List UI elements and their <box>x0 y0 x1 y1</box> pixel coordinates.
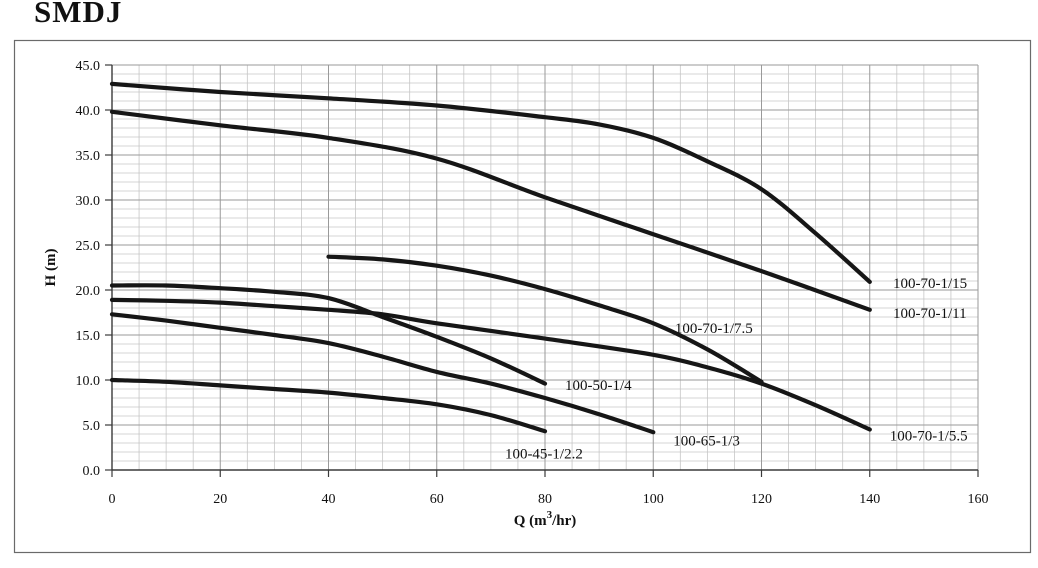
curve-100-70-1-5-5 <box>109 297 872 432</box>
x-tick-label: 20 <box>213 492 227 507</box>
x-tick-label: 100 <box>643 492 664 507</box>
x-tick-label: 160 <box>968 492 989 507</box>
curve-labels: 100-70-1/15 100-70-1/11 100-70-1/7.5 100-70… <box>505 276 968 462</box>
curve-label-100-70-1-15: 100-70-1/15 <box>893 276 967 292</box>
curve-label-100-70-1-11: 100-70-1/11 <box>893 306 967 322</box>
curve-100-70-1-11 <box>109 109 872 312</box>
x-tick-label: 40 <box>322 492 336 507</box>
y-tick-label: 0.0 <box>83 464 101 479</box>
y-tick-label: 5.0 <box>83 419 101 434</box>
y-tick-label: 25.0 <box>76 239 101 254</box>
y-tick-label: 10.0 <box>76 374 101 389</box>
chart-border <box>13 39 1032 554</box>
x-axis-title: Q (m3/hr) <box>514 509 577 529</box>
x-tick-label: 120 <box>751 492 772 507</box>
x-tick-label: 60 <box>430 492 444 507</box>
curve-label-100-70-1-5-5: 100-70-1/5.5 <box>890 428 968 444</box>
curves <box>109 81 872 435</box>
axes: 0 20 40 60 80 100 120 140 160 0.0 5.0 10.0 15.0 20.0 2… <box>43 59 989 529</box>
curve-100-45-1-2-2 <box>109 377 548 434</box>
x-tick-label: 0 <box>109 492 116 507</box>
y-tick-label: 15.0 <box>76 329 101 344</box>
y-tick-label: 35.0 <box>76 149 101 164</box>
y-axis-title: H (m) <box>43 249 59 287</box>
curve-100-70-1-15 <box>109 81 872 284</box>
y-tick-label: 45.0 <box>76 59 101 74</box>
curve-label-100-50-1-4: 100-50-1/4 <box>565 378 632 394</box>
curve-100-50-1-4 <box>109 283 548 386</box>
x-tick-label: 80 <box>538 492 552 507</box>
curve-label-100-65-1-3: 100-65-1/3 <box>673 434 740 450</box>
curve-label-100-45-1-2-2: 100-45-1/2.2 <box>505 446 583 462</box>
y-tick-label: 30.0 <box>76 194 101 209</box>
chart-title: SMDJ <box>34 0 123 29</box>
curve-100-65-1-3 <box>109 312 656 435</box>
curve-100-70-1-7-5 <box>326 254 764 384</box>
x-tick-label: 140 <box>859 492 880 507</box>
y-tick-label: 40.0 <box>76 104 101 119</box>
y-tick-label: 20.0 <box>76 284 101 299</box>
curve-label-100-70-1-7-5: 100-70-1/7.5 <box>675 321 753 337</box>
